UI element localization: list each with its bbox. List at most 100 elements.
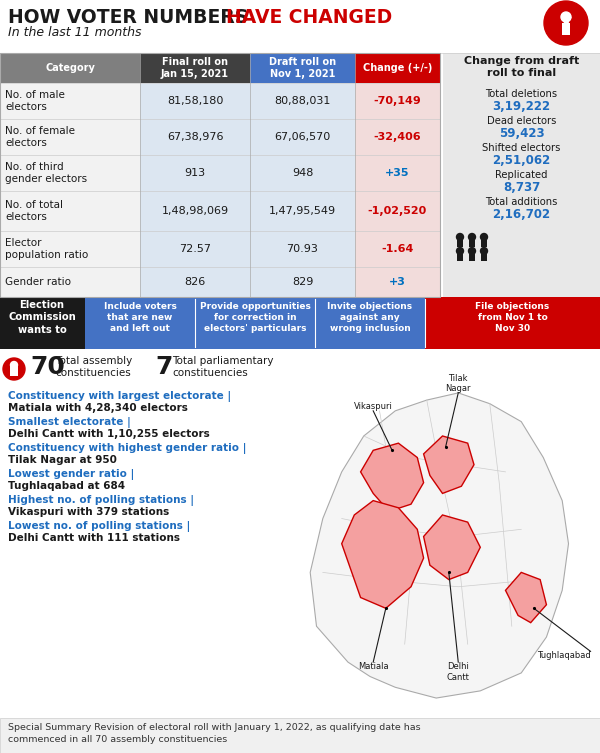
Text: Total parliamentary
constituencies: Total parliamentary constituencies: [172, 356, 274, 379]
Text: Election
Commission
wants to: Election Commission wants to: [8, 300, 76, 335]
Text: Matiala: Matiala: [358, 662, 389, 671]
Bar: [195, 297, 315, 349]
Text: 2,51,062: 2,51,062: [493, 154, 551, 167]
Text: 80,88,031: 80,88,031: [274, 96, 331, 106]
Polygon shape: [342, 501, 424, 608]
Text: In the last 11 months: In the last 11 months: [8, 26, 142, 39]
Circle shape: [11, 361, 17, 368]
Text: 7: 7: [155, 355, 172, 379]
Text: Provide opportunities
for correction in
electors' particulars: Provide opportunities for correction in …: [200, 302, 310, 333]
Text: Total additions: Total additions: [485, 197, 557, 207]
Text: Constituency with largest electorate |: Constituency with largest electorate |: [8, 391, 231, 402]
Text: No. of third
gender electors: No. of third gender electors: [5, 162, 87, 184]
Bar: [315, 297, 425, 349]
Bar: [0, 53, 140, 83]
Text: File objections
from Nov 1 to
Nov 30: File objections from Nov 1 to Nov 30: [475, 302, 550, 333]
Text: Special Summary Revision of electoral roll with January 1, 2022, as qualifying d: Special Summary Revision of electoral ro…: [8, 723, 421, 744]
Bar: [10, 366, 18, 376]
Circle shape: [3, 358, 25, 380]
Circle shape: [469, 248, 476, 255]
Text: Shifted electors: Shifted electors: [482, 143, 560, 153]
Bar: [457, 238, 463, 247]
Text: Change from draft
roll to final: Change from draft roll to final: [464, 56, 579, 78]
Polygon shape: [361, 444, 424, 511]
Text: Tilak
Nagar: Tilak Nagar: [445, 373, 471, 393]
Bar: [0, 297, 85, 349]
Text: -70,149: -70,149: [374, 96, 421, 106]
Bar: [250, 191, 355, 231]
Text: 70: 70: [30, 355, 65, 379]
Text: -1,02,520: -1,02,520: [368, 206, 427, 216]
Circle shape: [544, 1, 588, 45]
Text: No. of female
electors: No. of female electors: [5, 126, 75, 148]
Text: No. of male
electors: No. of male electors: [5, 90, 65, 112]
Text: Total deletions: Total deletions: [485, 89, 557, 99]
Bar: [140, 267, 250, 297]
Text: 59,423: 59,423: [499, 127, 544, 140]
Text: Lowest gender ratio |: Lowest gender ratio |: [8, 469, 134, 480]
Bar: [355, 267, 440, 297]
Text: 3,19,222: 3,19,222: [493, 100, 551, 113]
Polygon shape: [310, 393, 569, 698]
Bar: [481, 252, 487, 261]
Bar: [355, 231, 440, 267]
Text: Delhi Cantt with 111 stations: Delhi Cantt with 111 stations: [8, 533, 180, 543]
Text: HOW VOTER NUMBERS: HOW VOTER NUMBERS: [8, 8, 255, 27]
Text: Vikaspuri with 379 stations: Vikaspuri with 379 stations: [8, 507, 169, 517]
Text: Category: Category: [45, 63, 95, 73]
Bar: [469, 252, 475, 261]
Bar: [0, 191, 140, 231]
Text: Tughlaqabad at 684: Tughlaqabad at 684: [8, 481, 125, 491]
Text: 913: 913: [184, 168, 206, 178]
Bar: [140, 53, 250, 83]
Bar: [140, 231, 250, 267]
Text: HAVE CHANGED: HAVE CHANGED: [226, 8, 392, 27]
Text: 81,58,180: 81,58,180: [167, 96, 223, 106]
Bar: [0, 718, 600, 753]
Bar: [457, 252, 463, 261]
Polygon shape: [505, 572, 547, 623]
Text: Include voters
that are new
and left out: Include voters that are new and left out: [104, 302, 176, 333]
Bar: [250, 155, 355, 191]
Text: Tughlaqabad: Tughlaqabad: [537, 651, 590, 660]
Bar: [0, 349, 600, 718]
Bar: [0, 231, 140, 267]
Text: Vikaspuri: Vikaspuri: [354, 402, 392, 411]
Text: 72.57: 72.57: [179, 244, 211, 254]
Bar: [85, 297, 195, 349]
Circle shape: [481, 233, 487, 240]
Text: Smallest electorate |: Smallest electorate |: [8, 417, 131, 428]
Bar: [355, 83, 440, 119]
Circle shape: [457, 248, 464, 255]
Text: +35: +35: [385, 168, 410, 178]
Bar: [140, 155, 250, 191]
Circle shape: [561, 12, 571, 22]
Circle shape: [469, 233, 476, 240]
Text: Final roll on
Jan 15, 2021: Final roll on Jan 15, 2021: [161, 57, 229, 79]
Text: Change (+/-): Change (+/-): [363, 63, 432, 73]
Text: Gender ratio: Gender ratio: [5, 277, 71, 287]
Text: Constituency with highest gender ratio |: Constituency with highest gender ratio |: [8, 443, 247, 454]
Text: 70.93: 70.93: [287, 244, 319, 254]
Text: Dead electors: Dead electors: [487, 116, 556, 126]
Bar: [140, 83, 250, 119]
Text: Elector
population ratio: Elector population ratio: [5, 238, 88, 260]
Text: -32,406: -32,406: [374, 132, 421, 142]
Bar: [560, 35, 572, 38]
Circle shape: [457, 233, 464, 240]
Bar: [355, 53, 440, 83]
Text: 948: 948: [292, 168, 313, 178]
Bar: [0, 267, 140, 297]
Bar: [140, 119, 250, 155]
Text: +3: +3: [389, 277, 406, 287]
Bar: [250, 231, 355, 267]
Text: Total assembly
constituencies: Total assembly constituencies: [55, 356, 132, 379]
Bar: [250, 53, 355, 83]
Text: No. of total
electors: No. of total electors: [5, 200, 63, 222]
Text: 829: 829: [292, 277, 313, 287]
Bar: [0, 155, 140, 191]
Text: ⬆: ⬆: [557, 13, 575, 33]
Text: 2,16,702: 2,16,702: [493, 208, 551, 221]
Bar: [250, 83, 355, 119]
Bar: [355, 155, 440, 191]
